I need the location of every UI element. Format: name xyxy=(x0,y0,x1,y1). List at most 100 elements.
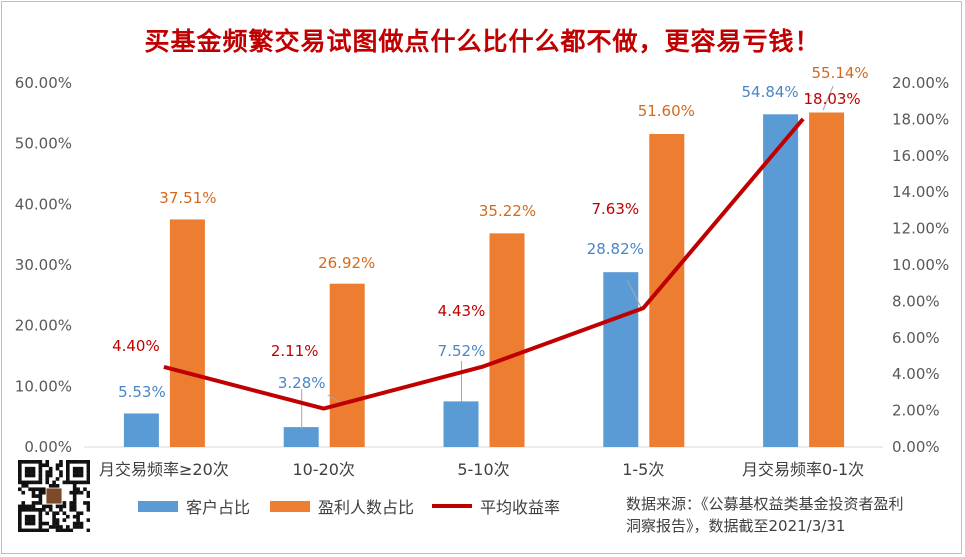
qr-module xyxy=(18,521,22,526)
line-avg-return-label: 2.11% xyxy=(271,342,319,360)
qr-module xyxy=(69,501,74,505)
qr-module xyxy=(28,504,32,509)
qr-module xyxy=(38,473,43,478)
qr-module xyxy=(24,470,29,474)
qr-module xyxy=(31,504,36,509)
bar-customer-share xyxy=(603,272,639,447)
y-right-tick-label: 2.00% xyxy=(892,402,940,420)
qr-module xyxy=(86,504,90,509)
qr-module xyxy=(86,490,90,495)
qr-module xyxy=(86,466,90,471)
qr-center-logo xyxy=(46,488,62,504)
qr-module xyxy=(59,508,63,512)
bar-profit-share xyxy=(329,283,365,447)
qr-module xyxy=(31,466,36,471)
qr-module xyxy=(24,508,29,512)
qr-module xyxy=(69,480,74,485)
qr-module xyxy=(76,521,80,526)
qr-module xyxy=(21,460,26,464)
qr-module xyxy=(86,473,90,478)
y-right-tick-label: 8.00% xyxy=(892,292,940,310)
y-right-tick-label: 10.00% xyxy=(892,256,949,274)
qr-module xyxy=(28,528,32,532)
bar-customer-share xyxy=(283,427,319,447)
qr-module xyxy=(28,521,32,526)
qr-module xyxy=(21,490,26,495)
qr-module xyxy=(31,501,36,505)
legend-avg-return: 平均收益率 xyxy=(432,494,560,518)
qr-module xyxy=(38,470,43,474)
bar-profit-share-label: 35.22% xyxy=(479,202,536,220)
qr-module xyxy=(28,460,32,464)
qr-module xyxy=(55,525,60,529)
qr-module xyxy=(76,480,80,485)
x-category-label: 5-10次 xyxy=(457,460,509,479)
y-left-tick-label: 30.00% xyxy=(15,256,72,274)
qr-module xyxy=(72,470,77,474)
y-right-tick-label: 14.00% xyxy=(892,183,949,201)
qr-module xyxy=(24,518,29,522)
qr-module xyxy=(38,466,43,471)
qr-module xyxy=(24,484,29,488)
qr-module xyxy=(76,514,80,519)
bar-customer-share xyxy=(443,401,479,447)
qr-module xyxy=(62,511,67,516)
qr-module xyxy=(38,508,43,512)
qr-module xyxy=(21,528,26,532)
qr-module xyxy=(72,490,77,495)
qr-module xyxy=(86,460,90,464)
qr-module xyxy=(45,463,50,468)
qr-module xyxy=(55,528,60,532)
bar-profit-share-label: 37.51% xyxy=(159,189,216,207)
qr-module xyxy=(45,470,50,474)
qr-module xyxy=(31,528,36,532)
qr-module xyxy=(86,518,90,522)
qr-module xyxy=(35,487,39,492)
qr-module xyxy=(24,504,29,509)
qr-module xyxy=(45,480,50,485)
qr-module xyxy=(52,525,56,529)
qr-module xyxy=(31,470,36,474)
qr-module xyxy=(18,480,22,485)
qr-module xyxy=(18,463,22,468)
qr-module xyxy=(79,521,84,526)
qr-module xyxy=(24,466,29,471)
qr-module xyxy=(66,460,70,464)
y-right-tick-label: 0.00% xyxy=(892,438,940,456)
qr-module xyxy=(28,473,32,478)
qr-module xyxy=(86,494,90,498)
qr-module xyxy=(45,473,50,478)
qr-module xyxy=(66,463,70,468)
qr-module xyxy=(59,463,63,468)
qr-module xyxy=(38,525,43,529)
qr-module xyxy=(24,514,29,519)
qr-module xyxy=(38,477,43,481)
legend-profit-share-label: 盈利人数占比 xyxy=(318,498,415,517)
qr-module xyxy=(35,528,39,532)
qr-module xyxy=(69,460,74,464)
qr-module xyxy=(28,487,32,492)
qr-module xyxy=(76,490,80,495)
qr-module xyxy=(31,514,36,519)
qr-module xyxy=(35,508,39,512)
qr-module xyxy=(79,466,84,471)
source-line-2: 洞察报告》，数据截至2021/3/31 xyxy=(626,517,846,535)
qr-module xyxy=(31,508,36,512)
qr-module xyxy=(59,473,63,478)
y-left-tick-label: 60.00% xyxy=(15,74,72,92)
bar-customer-share-label: 3.28% xyxy=(278,374,326,392)
qr-module xyxy=(28,508,32,512)
data-source-note: 数据来源：《公募基权益类基金投资者盈利 洞察报告》，数据截至2021/3/31 xyxy=(626,493,956,537)
qr-module xyxy=(86,501,90,505)
qr-module xyxy=(76,511,80,516)
qr-module xyxy=(72,501,77,505)
qr-module xyxy=(86,470,90,474)
qr-module xyxy=(31,518,36,522)
qr-module xyxy=(45,528,50,532)
y-right-tick-label: 6.00% xyxy=(892,329,940,347)
y-left-tick-label: 10.00% xyxy=(15,377,72,395)
bar-customer-share-label: 5.53% xyxy=(118,383,166,401)
qr-module xyxy=(31,460,36,464)
bar-profit-share xyxy=(489,233,525,447)
